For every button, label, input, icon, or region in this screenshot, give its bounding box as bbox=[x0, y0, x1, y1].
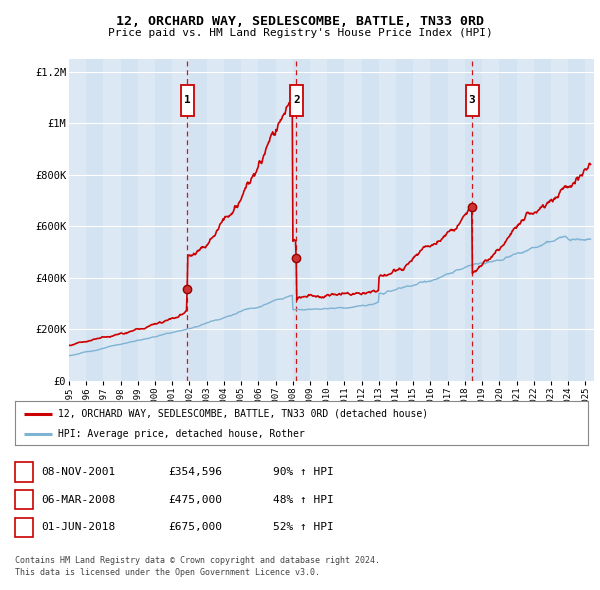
Bar bbox=[121, 59, 138, 381]
Bar bbox=[293, 59, 310, 381]
Text: 12, ORCHARD WAY, SEDLESCOMBE, BATTLE, TN33 0RD: 12, ORCHARD WAY, SEDLESCOMBE, BATTLE, TN… bbox=[116, 15, 484, 28]
Bar bbox=[551, 59, 568, 381]
Bar bbox=[172, 59, 190, 381]
Text: £475,000: £475,000 bbox=[168, 495, 222, 504]
Bar bbox=[259, 59, 275, 381]
Bar bbox=[396, 59, 413, 381]
Text: 52% ↑ HPI: 52% ↑ HPI bbox=[273, 523, 334, 532]
Bar bbox=[362, 59, 379, 381]
Bar bbox=[241, 59, 259, 381]
Text: Price paid vs. HM Land Registry's House Price Index (HPI): Price paid vs. HM Land Registry's House … bbox=[107, 28, 493, 38]
Text: 1: 1 bbox=[20, 467, 28, 477]
Bar bbox=[413, 59, 430, 381]
Bar bbox=[69, 59, 86, 381]
Text: 3: 3 bbox=[20, 523, 28, 532]
Bar bbox=[448, 59, 465, 381]
Text: 01-JUN-2018: 01-JUN-2018 bbox=[41, 523, 115, 532]
Bar bbox=[430, 59, 448, 381]
FancyBboxPatch shape bbox=[466, 85, 479, 116]
Text: £354,596: £354,596 bbox=[168, 467, 222, 477]
Text: 2: 2 bbox=[20, 495, 28, 504]
FancyBboxPatch shape bbox=[181, 85, 194, 116]
Bar bbox=[86, 59, 103, 381]
Text: This data is licensed under the Open Government Licence v3.0.: This data is licensed under the Open Gov… bbox=[15, 568, 320, 576]
Bar bbox=[327, 59, 344, 381]
Text: 90% ↑ HPI: 90% ↑ HPI bbox=[273, 467, 334, 477]
Text: 48% ↑ HPI: 48% ↑ HPI bbox=[273, 495, 334, 504]
Text: 1: 1 bbox=[184, 95, 191, 105]
Bar bbox=[207, 59, 224, 381]
Text: 3: 3 bbox=[469, 95, 475, 105]
Bar bbox=[275, 59, 293, 381]
Text: 08-NOV-2001: 08-NOV-2001 bbox=[41, 467, 115, 477]
Text: HPI: Average price, detached house, Rother: HPI: Average price, detached house, Roth… bbox=[58, 430, 305, 440]
Text: Contains HM Land Registry data © Crown copyright and database right 2024.: Contains HM Land Registry data © Crown c… bbox=[15, 556, 380, 565]
Bar bbox=[568, 59, 586, 381]
Bar bbox=[103, 59, 121, 381]
Bar bbox=[499, 59, 517, 381]
Bar bbox=[465, 59, 482, 381]
Bar bbox=[379, 59, 396, 381]
Bar bbox=[534, 59, 551, 381]
Text: 06-MAR-2008: 06-MAR-2008 bbox=[41, 495, 115, 504]
Bar bbox=[190, 59, 207, 381]
Text: £675,000: £675,000 bbox=[168, 523, 222, 532]
Bar bbox=[224, 59, 241, 381]
Text: 12, ORCHARD WAY, SEDLESCOMBE, BATTLE, TN33 0RD (detached house): 12, ORCHARD WAY, SEDLESCOMBE, BATTLE, TN… bbox=[58, 409, 428, 418]
Text: 2: 2 bbox=[293, 95, 300, 105]
Bar bbox=[138, 59, 155, 381]
Bar bbox=[344, 59, 362, 381]
Bar bbox=[517, 59, 534, 381]
Bar bbox=[482, 59, 499, 381]
FancyBboxPatch shape bbox=[290, 85, 303, 116]
Bar bbox=[310, 59, 327, 381]
Bar bbox=[155, 59, 172, 381]
